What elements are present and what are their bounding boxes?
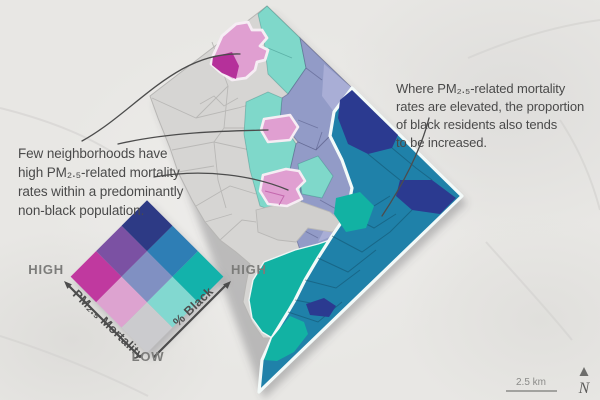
callout-line-south-pink	[153, 172, 289, 191]
annotation-right-line: of black residents also tends	[396, 117, 558, 132]
region-east-of-river	[257, 86, 464, 394]
highlight-pink-central	[259, 113, 300, 144]
region-navy-east-corner	[396, 180, 456, 214]
north-arrow-icon: N	[578, 367, 591, 397]
pink-south-inner-border	[264, 190, 285, 206]
region-teal-east-patch	[334, 192, 374, 232]
legend-grid	[70, 200, 224, 353]
annotation-left-line: high PM₂.₅-related mortality	[18, 165, 180, 180]
callout-line-central-pink	[117, 129, 269, 145]
region-mint-patch	[297, 155, 334, 199]
callout-line-east-region	[381, 117, 430, 217]
legend-cell-pm2-black2	[121, 200, 173, 252]
label-high-black: HIGH	[231, 262, 267, 277]
annotation-right-line: rates are elevated, the proportion	[396, 99, 585, 114]
annotation-right: Where PM₂.₅-related mortality rates are …	[396, 80, 584, 152]
black-axis-arrow-icon	[152, 281, 231, 359]
region-teal-south-tip	[264, 316, 308, 361]
callout-line-north-pink	[81, 53, 241, 142]
mint-border	[267, 47, 293, 59]
region-mall-gray	[255, 199, 345, 243]
region-lavender-northeast-light	[322, 64, 352, 112]
region-navy-south-patch	[306, 298, 336, 317]
annotation-left-line: rates within a predominantly	[18, 184, 184, 199]
annotation-left-line: Few neighborhoods have	[18, 146, 168, 161]
annotation-right-line: to be increased.	[396, 135, 487, 150]
scale-bar-label: 2.5 km	[516, 377, 546, 388]
annotation-left: Few neighborhoods have high PM₂.₅-relate…	[18, 144, 183, 220]
highlight-pink-north-magenta	[212, 52, 239, 79]
annotation-right-line: Where PM₂.₅-related mortality	[396, 81, 566, 96]
annotation-left-line: non-black population.	[18, 203, 145, 218]
north-arrow-label: N	[578, 380, 591, 397]
scale-bar: 2.5 km	[506, 377, 557, 392]
gray-neighborhood-borders	[151, 41, 257, 241]
lavender-borders	[297, 67, 323, 151]
region-navy-northeast	[338, 90, 398, 154]
label-high-pm: HIGH	[28, 262, 64, 277]
label-low: LOW	[132, 349, 165, 364]
background-roads	[0, 19, 600, 397]
pm-axis-arrow-icon	[64, 281, 142, 359]
